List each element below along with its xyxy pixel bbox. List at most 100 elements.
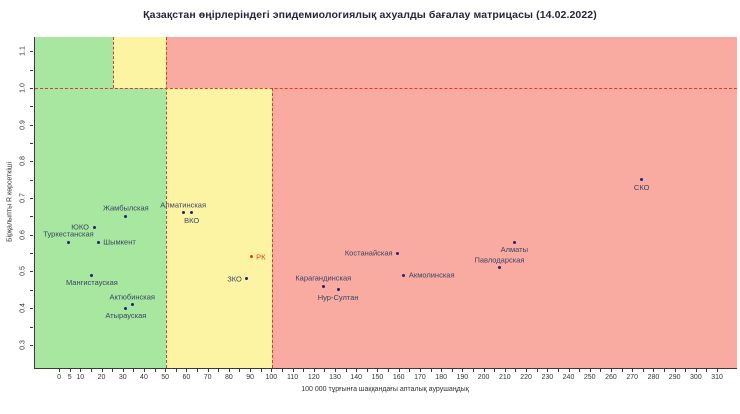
- x-tick-mark: [504, 369, 506, 372]
- x-tick-label: 170: [414, 374, 426, 381]
- incidence-threshold-line: [272, 88, 274, 368]
- data-point-label: Шымкент: [103, 237, 136, 247]
- y-tick-label: 0.4: [19, 303, 27, 314]
- x-tick-mark: [122, 369, 124, 372]
- x-tick-mark: [207, 369, 209, 372]
- x-tick-mark: [101, 369, 103, 372]
- data-point: [130, 303, 134, 306]
- data-point: [402, 273, 406, 277]
- y-tick-mark: [30, 271, 33, 273]
- x-tick-mark: [186, 369, 188, 372]
- x-tick-label: 80: [224, 374, 233, 381]
- x-tick-label: 300: [690, 374, 702, 381]
- data-point-label: Павлодарская: [474, 255, 525, 265]
- x-tick-label: 280: [647, 374, 660, 381]
- x-tick-mark: [526, 369, 528, 372]
- x-tick-mark: [419, 369, 421, 372]
- y-tick-label: 0.8: [19, 156, 27, 167]
- x-tick-label: 150: [371, 374, 384, 381]
- y-tick-label: 1.1: [19, 46, 27, 57]
- y-tick-mark: [30, 289, 33, 291]
- x-tick-mark: [90, 369, 92, 372]
- data-point-label: СКО: [633, 182, 650, 192]
- y-tick-mark: [30, 88, 33, 89]
- x-tick-mark: [494, 369, 496, 372]
- y-tick-mark: [30, 51, 33, 53]
- x-tick-mark: [197, 369, 199, 372]
- x-tick-mark: [674, 369, 676, 372]
- x-tick-mark: [356, 369, 358, 372]
- risk-zone-red-upper: [166, 37, 737, 88]
- x-tick-mark: [112, 369, 114, 372]
- chart-title: Қазақстан өңірлеріндегі эпидемиологиялық…: [143, 9, 597, 21]
- y-tick-mark: [30, 344, 33, 346]
- x-tick-mark: [409, 369, 411, 372]
- data-point-label: ЗКО: [227, 274, 242, 284]
- x-tick-mark: [706, 369, 708, 372]
- data-point-label: РК: [256, 252, 266, 262]
- y-tick-mark: [30, 179, 33, 181]
- x-tick-mark: [589, 369, 591, 372]
- risk-zone-green-upper: [35, 37, 114, 88]
- x-tick-mark: [472, 369, 474, 372]
- y-tick-mark: [30, 216, 33, 218]
- y-tick-label: 0.7: [19, 193, 27, 203]
- x-tick-mark: [228, 369, 230, 372]
- x-tick-mark: [579, 369, 581, 372]
- data-point-label: ВКО: [184, 215, 200, 225]
- x-tick-mark: [175, 369, 177, 372]
- risk-zone-yellow-lower: [166, 88, 273, 368]
- x-tick-label: 5: [67, 374, 72, 381]
- x-tick-mark: [685, 369, 687, 372]
- x-tick-label: 130: [329, 374, 341, 381]
- x-tick-label: 120: [307, 374, 320, 381]
- x-tick-mark: [653, 369, 655, 372]
- x-tick-mark: [69, 369, 71, 372]
- x-tick-label: 160: [392, 374, 405, 381]
- data-point: [190, 211, 194, 215]
- y-tick-label: 0.3: [19, 340, 27, 350]
- data-point: [245, 277, 249, 281]
- x-tick-mark: [462, 369, 464, 372]
- x-tick-label: 250: [583, 374, 596, 381]
- x-tick-mark: [695, 369, 697, 372]
- x-tick-mark: [547, 369, 549, 372]
- y-tick-mark: [30, 308, 33, 310]
- x-tick-mark: [600, 369, 602, 372]
- x-tick-label: 40: [140, 374, 148, 381]
- x-tick-mark: [133, 369, 135, 372]
- x-tick-mark: [303, 369, 305, 372]
- data-point: [396, 251, 400, 255]
- x-tick-mark: [632, 369, 634, 372]
- y-tick-mark: [30, 124, 33, 126]
- x-tick-label: 110: [286, 374, 299, 381]
- x-tick-label: 210: [498, 374, 511, 381]
- x-tick-label: 290: [668, 374, 681, 381]
- data-point-label: Акмолинская: [408, 270, 455, 280]
- x-tick-mark: [557, 369, 559, 372]
- y-tick-mark: [30, 69, 33, 71]
- x-tick-mark: [260, 369, 262, 372]
- x-tick-label: 20: [97, 374, 106, 381]
- x-tick-mark: [292, 369, 294, 372]
- x-tick-label: 70: [203, 374, 212, 381]
- data-point-label: Костанайская: [344, 248, 393, 258]
- x-tick-mark: [451, 369, 453, 372]
- y-tick-label: 1.0: [19, 83, 27, 93]
- data-point-label: ЮКО: [71, 222, 89, 232]
- y-tick-label: 0.9: [19, 119, 27, 130]
- y-tick-mark: [30, 253, 33, 255]
- x-tick-label: 10: [76, 374, 85, 381]
- data-point: [336, 288, 340, 292]
- r-threshold-line: [35, 88, 737, 89]
- data-point: [249, 255, 253, 259]
- data-point-label: Атырауская: [105, 311, 147, 321]
- x-tick-mark: [250, 369, 252, 372]
- x-tick-mark: [515, 369, 517, 372]
- y-tick-mark: [30, 198, 33, 200]
- plot-area: Туркестанская ЮКО Шымкент Мангистауская Жамб…: [34, 37, 737, 369]
- x-tick-mark: [568, 369, 570, 372]
- x-tick-mark: [345, 369, 347, 372]
- x-tick-label: 90: [246, 374, 254, 381]
